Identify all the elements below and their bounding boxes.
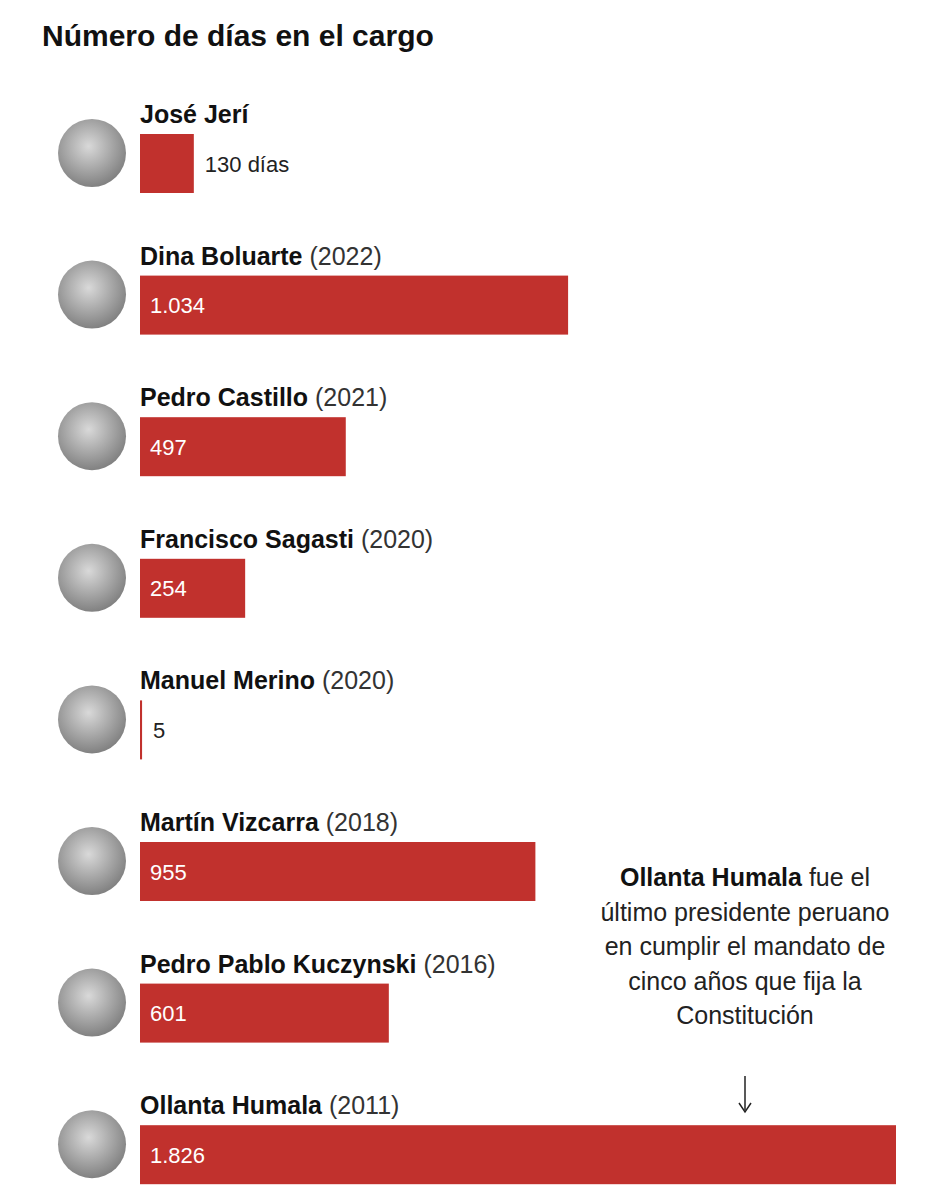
title: Número de días en el cargo [42,19,434,52]
category-label: Dina Boluarte (2022) [140,242,382,270]
category-label: Martín Vizcarra (2018) [140,808,398,836]
category-label: Ollanta Humala (2011) [140,1091,399,1119]
portrait [58,261,126,329]
portrait [58,827,126,895]
category-label: Pedro Pablo Kuczynski (2016) [140,950,496,978]
bar [140,276,568,335]
data-label: 1.034 [150,293,205,318]
annotation-arrowhead [739,1103,751,1112]
category-label: Pedro Castillo (2021) [140,383,387,411]
portrait [58,119,126,187]
data-label: 5 [153,718,165,743]
bar [140,1125,896,1184]
portrait [58,402,126,470]
data-label: 1.826 [150,1143,205,1168]
portrait [58,969,126,1037]
category-label: Francisco Sagasti (2020) [140,525,433,553]
bar [140,134,194,193]
category-label: José Jerí [140,100,249,128]
category-label: Manuel Merino (2020) [140,666,394,694]
annotation: Ollanta Humala fue el último presidente … [595,860,895,1033]
bar [140,700,142,759]
bar [140,984,389,1043]
data-label: 254 [150,576,187,601]
bars [140,134,896,1184]
data-label: 497 [150,435,187,460]
data-label: 601 [150,1001,187,1026]
portrait [58,1110,126,1178]
bar [140,559,245,618]
bar [140,842,535,901]
bar [140,417,346,476]
data-label: 955 [150,860,187,885]
data-label: 130 días [205,152,289,177]
portrait [58,544,126,612]
portrait [58,685,126,753]
annotation-arrow [744,1076,746,1110]
labels: José Jerí 130 días Dina Boluarte (2022) 1.0… [58,100,496,1178]
